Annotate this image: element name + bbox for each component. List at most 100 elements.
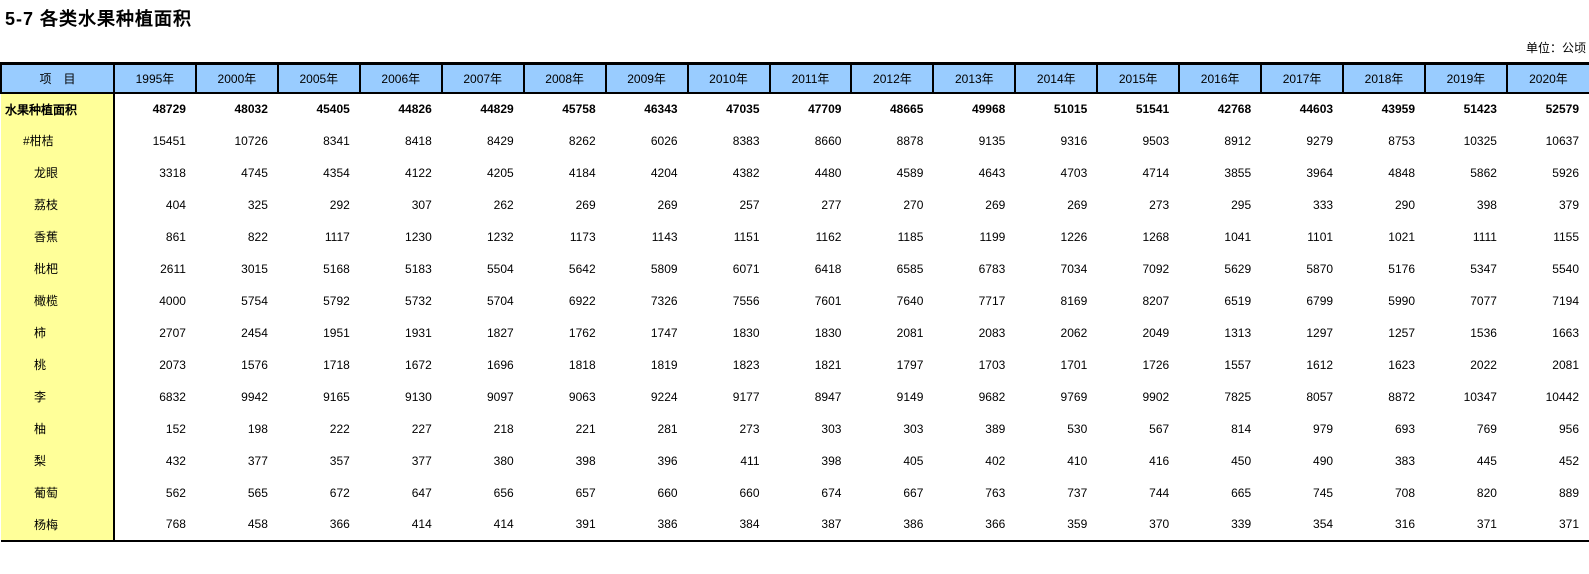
value-cell: 5809 <box>605 252 688 285</box>
value-cell: 452 <box>1506 444 1589 477</box>
value-cell: 5176 <box>1343 252 1425 285</box>
value-cell: 763 <box>933 476 1016 509</box>
row-label: 柿 <box>1 316 115 349</box>
value-cell: 10347 <box>1425 380 1507 413</box>
value-cell: 6585 <box>851 252 934 285</box>
value-cell: 269 <box>933 188 1016 221</box>
value-cell: 1257 <box>1343 316 1425 349</box>
row-label: 杨梅 <box>1 508 115 541</box>
value-cell: 366 <box>933 508 1016 541</box>
year-column-header: 2020年 <box>1505 63 1589 94</box>
value-cell: 7601 <box>769 284 852 317</box>
value-cell: 9682 <box>933 380 1016 413</box>
value-cell: 1951 <box>277 316 360 349</box>
value-cell: 48729 <box>114 92 196 125</box>
value-cell: 4589 <box>851 156 934 189</box>
value-cell: 9224 <box>605 380 688 413</box>
value-cell: 8341 <box>277 124 360 157</box>
item-column-header: 项 目 <box>0 63 115 94</box>
value-cell: 2062 <box>1015 316 1098 349</box>
value-cell: 5754 <box>195 284 278 317</box>
value-cell: 8207 <box>1097 284 1180 317</box>
value-cell: 490 <box>1261 444 1344 477</box>
year-column-header: 2012年 <box>850 63 934 94</box>
value-cell: 6418 <box>769 252 852 285</box>
table-row: 梨 432 377 357 377 380 398 396 411 398 405 402 410 416… <box>1 444 1589 477</box>
value-cell: 7194 <box>1506 284 1589 317</box>
value-cell: 2049 <box>1097 316 1180 349</box>
value-cell: 2081 <box>1506 348 1589 381</box>
value-cell: 366 <box>277 508 360 541</box>
value-cell: 8262 <box>523 124 606 157</box>
value-cell: 5704 <box>441 284 524 317</box>
value-cell: 768 <box>114 508 196 541</box>
value-cell: 333 <box>1261 188 1344 221</box>
value-cell: 371 <box>1506 508 1589 541</box>
value-cell: 402 <box>933 444 1016 477</box>
year-column-header: 2013年 <box>932 63 1016 94</box>
value-cell: 6922 <box>523 284 606 317</box>
value-cell: 414 <box>359 508 442 541</box>
year-column-header: 2006年 <box>358 63 442 94</box>
value-cell: 4122 <box>359 156 442 189</box>
value-cell: 51423 <box>1425 92 1507 125</box>
value-cell: 303 <box>769 412 852 445</box>
value-cell: 152 <box>114 412 196 445</box>
value-cell: 9316 <box>1015 124 1098 157</box>
fruit-area-table: 项 目 1995年 2000年 2005年 2006年 2007年 2008年 2009年 2… <box>0 62 1589 542</box>
value-cell: 458 <box>195 508 278 541</box>
value-cell: 416 <box>1097 444 1180 477</box>
value-cell: 7077 <box>1425 284 1507 317</box>
row-label: 梨 <box>1 444 115 477</box>
value-cell: 44603 <box>1261 92 1344 125</box>
value-cell: 1797 <box>851 348 934 381</box>
value-cell: 5870 <box>1261 252 1344 285</box>
value-cell: 51015 <box>1015 92 1098 125</box>
year-column-header: 2005年 <box>276 63 360 94</box>
value-cell: 1821 <box>769 348 852 381</box>
value-cell: 5168 <box>277 252 360 285</box>
value-cell: 565 <box>195 476 278 509</box>
row-label: 香蕉 <box>1 220 115 253</box>
value-cell: 3318 <box>114 156 196 189</box>
value-cell: 1232 <box>441 220 524 253</box>
year-column-header: 2011年 <box>768 63 852 94</box>
value-cell: 4703 <box>1015 156 1098 189</box>
value-cell: 1819 <box>605 348 688 381</box>
value-cell: 6832 <box>114 380 196 413</box>
value-cell: 530 <box>1015 412 1098 445</box>
value-cell: 647 <box>359 476 442 509</box>
value-cell: 8383 <box>687 124 770 157</box>
value-cell: 8057 <box>1261 380 1344 413</box>
table-body: 水果种植面积 48729 48032 45405 44826 44829 45758 4634… <box>1 92 1589 541</box>
table-row: 柚 152 198 222 227 218 221 281 273 303 303 389 530 567… <box>1 412 1589 445</box>
value-cell: 379 <box>1506 188 1589 221</box>
value-cell: 1576 <box>195 348 278 381</box>
value-cell: 5926 <box>1506 156 1589 189</box>
value-cell: 316 <box>1343 508 1425 541</box>
value-cell: 5990 <box>1343 284 1425 317</box>
value-cell: 7556 <box>687 284 770 317</box>
year-column-header: 2009年 <box>604 63 688 94</box>
value-cell: 445 <box>1425 444 1507 477</box>
value-cell: 371 <box>1425 508 1507 541</box>
value-cell: 6519 <box>1179 284 1262 317</box>
row-label: 水果种植面积 <box>1 92 115 125</box>
value-cell: 9135 <box>933 124 1016 157</box>
value-cell: 270 <box>851 188 934 221</box>
value-cell: 7326 <box>605 284 688 317</box>
value-cell: 269 <box>605 188 688 221</box>
value-cell: 5732 <box>359 284 442 317</box>
value-cell: 221 <box>523 412 606 445</box>
table-row: 枇杷 2611 3015 5168 5183 5504 5642 5809 6071 6418 65… <box>1 252 1589 285</box>
value-cell: 769 <box>1425 412 1507 445</box>
value-cell: 820 <box>1425 476 1507 509</box>
table-row: 杨梅 768 458 366 414 414 391 386 384 387 386 366 359 37… <box>1 508 1589 541</box>
value-cell: 47709 <box>769 92 852 125</box>
value-cell: 667 <box>851 476 934 509</box>
year-column-header: 2014年 <box>1014 63 1098 94</box>
header-row: 项 目 1995年 2000年 2005年 2006年 2007年 2008年 2009年 2… <box>0 63 1589 94</box>
value-cell: 1701 <box>1015 348 1098 381</box>
table-row: 橄榄 4000 5754 5792 5732 5704 6922 7326 7556 7601 76… <box>1 284 1589 317</box>
value-cell: 387 <box>769 508 852 541</box>
